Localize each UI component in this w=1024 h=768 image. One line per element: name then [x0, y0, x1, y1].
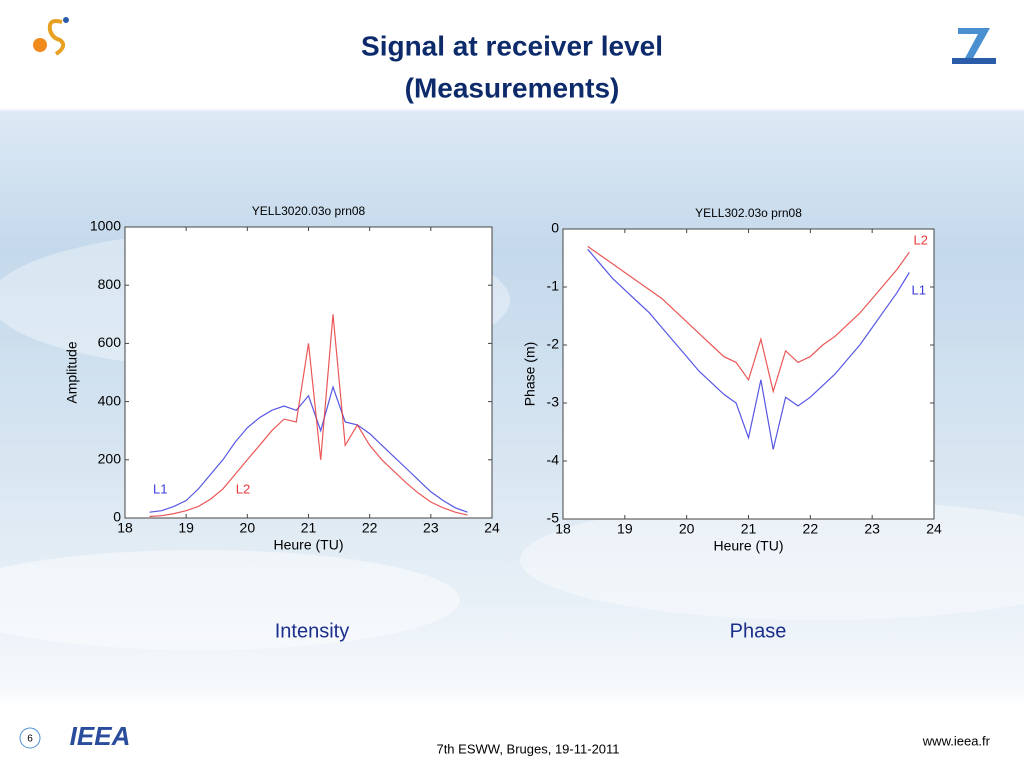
plot-area [562, 228, 935, 520]
y-tick-label: 1000 [90, 218, 121, 234]
slide-title: (Measurements) [405, 72, 620, 103]
plot-area [124, 226, 493, 519]
y-tick-label: 800 [98, 276, 122, 292]
y-tick-label: 600 [98, 334, 122, 350]
caption: Intensity [275, 620, 349, 642]
x-tick-label: 18 [555, 521, 571, 537]
series-line [587, 248, 910, 450]
footer: 7th ESWW, Bruges, 19-11-2011 [436, 741, 619, 756]
x-axis-label: Heure (TU) [273, 537, 343, 553]
x-tick-label: 24 [484, 520, 500, 536]
y-tick-label: 400 [98, 392, 122, 408]
x-tick-label: 22 [362, 520, 378, 536]
y-axis-label: Amplitude [64, 341, 80, 403]
y-tick-label: 200 [98, 451, 122, 467]
x-tick-label: 19 [617, 521, 633, 537]
series-label: L2 [914, 232, 928, 247]
y-tick-label: -1 [547, 278, 560, 294]
y-tick-label: -2 [547, 336, 560, 352]
logo-s [33, 17, 69, 56]
y-tick-label: 0 [113, 509, 121, 525]
series-line [149, 385, 468, 513]
chart-title: YELL302.03o prn08 [695, 206, 802, 220]
y-tick-label: -5 [547, 510, 560, 526]
x-tick-label: 21 [301, 520, 317, 536]
series-label: L1 [153, 481, 167, 496]
slide-title: Signal at receiver level [361, 30, 663, 61]
series-label: L1 [912, 282, 926, 297]
x-tick-label: 24 [926, 521, 942, 537]
y-axis-label: Phase (m) [522, 342, 538, 407]
x-tick-label: 23 [864, 521, 880, 537]
caption: Phase [730, 620, 787, 642]
logo-fp7 [952, 28, 996, 64]
x-tick-label: 22 [803, 521, 819, 537]
page-number: 6 [27, 734, 33, 745]
x-tick-label: 20 [679, 521, 695, 537]
x-tick-label: 19 [178, 520, 194, 536]
series-line [587, 245, 910, 394]
series-label: L2 [236, 481, 250, 496]
series-line [149, 314, 468, 518]
y-tick-label: -4 [547, 452, 560, 468]
website: www.ieea.fr [922, 733, 991, 748]
cloud [520, 500, 1024, 620]
cloud [0, 550, 460, 650]
x-tick-label: 18 [117, 520, 133, 536]
x-axis-label: Heure (TU) [713, 538, 783, 554]
x-tick-label: 21 [741, 521, 757, 537]
y-tick-label: 0 [551, 220, 559, 236]
x-tick-label: 23 [423, 520, 439, 536]
y-tick-label: -3 [547, 394, 560, 410]
x-tick-label: 20 [240, 520, 256, 536]
page-badge [19, 727, 41, 749]
chart-title: YELL3020.03o prn08 [252, 204, 366, 218]
logo-ieea: IEEA [70, 721, 131, 751]
